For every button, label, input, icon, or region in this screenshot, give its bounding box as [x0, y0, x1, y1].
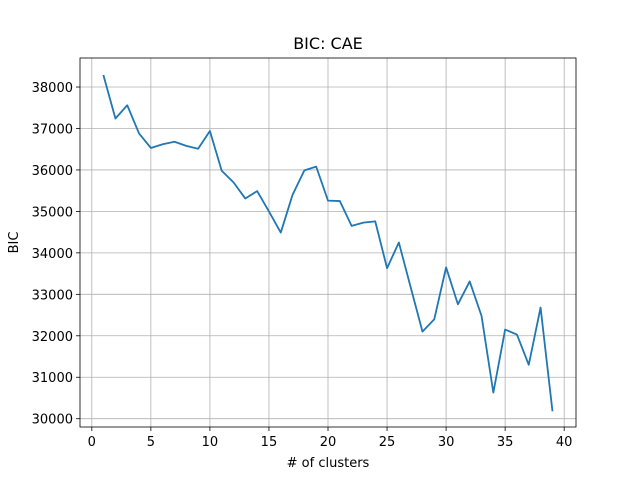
x-tick-label: 10: [202, 435, 219, 450]
x-tick-label: 20: [320, 435, 337, 450]
grid-lines: [80, 58, 576, 427]
x-tick-label: 15: [261, 435, 278, 450]
y-tick-label: 30000: [32, 413, 73, 428]
x-tick-label: 35: [497, 435, 514, 450]
y-tick-label: 34000: [32, 247, 73, 262]
y-tick-label: 37000: [32, 122, 73, 137]
y-tick-label: 38000: [32, 81, 73, 96]
y-tick-label: 36000: [32, 164, 73, 179]
y-tick-label: 35000: [32, 205, 73, 220]
x-tick-label: 30: [438, 435, 455, 450]
y-axis-ticks: 30000 31000 32000 33000 34000 35000 36000 37000…: [32, 81, 80, 428]
y-tick-label: 31000: [32, 371, 73, 386]
x-tick-label: 40: [556, 435, 573, 450]
y-axis-label: BIC: [7, 232, 22, 254]
x-axis-ticks: 0 5 10 15 20 25 30 35 40: [88, 427, 573, 450]
series-layer: [102, 74, 554, 412]
chart-title: BIC: CAE: [293, 34, 363, 53]
x-tick-label: 25: [379, 435, 396, 450]
bic-series-line: [102, 74, 554, 412]
x-tick-label: 0: [88, 435, 96, 450]
y-tick-label: 32000: [32, 330, 73, 345]
x-tick-label: 5: [147, 435, 155, 450]
x-axis-label: # of clusters: [287, 456, 370, 471]
y-tick-label: 33000: [32, 288, 73, 303]
